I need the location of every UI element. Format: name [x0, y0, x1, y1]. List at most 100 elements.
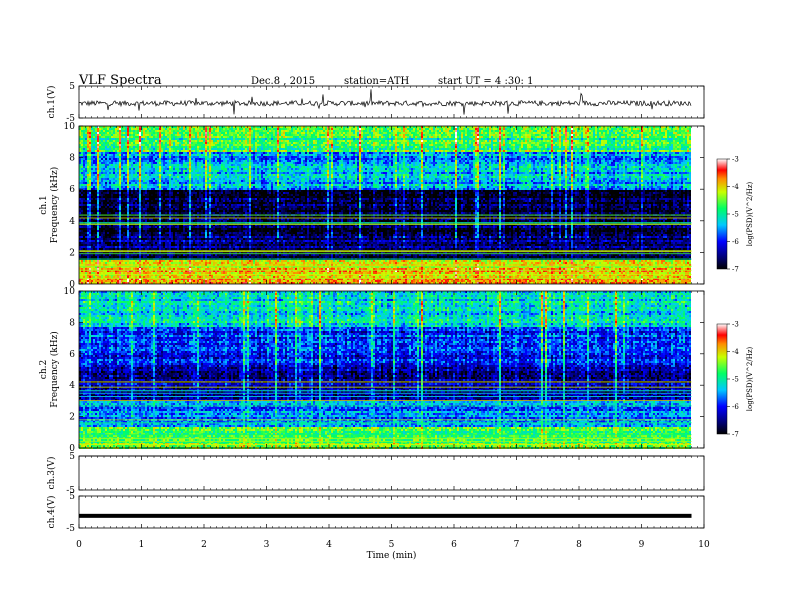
spectrogram-cell — [271, 130, 273, 132]
spectrogram-cell — [683, 128, 685, 130]
spectrogram-cell — [173, 130, 175, 132]
spectrogram-cell — [383, 128, 385, 130]
spectrogram-cell — [93, 128, 95, 130]
spectrogram-cell — [119, 128, 121, 130]
spectrogram-cell — [639, 128, 641, 130]
spectrogram-cell — [245, 130, 247, 132]
spectrogram-cell — [215, 128, 217, 130]
spectrogram-cell — [559, 128, 561, 130]
spectrogram-cell — [405, 130, 407, 132]
spectrogram-cell — [361, 130, 363, 132]
spectrogram-cell — [363, 130, 365, 132]
spectrogram-cell — [219, 130, 221, 132]
spectrogram-cell — [425, 130, 427, 132]
spectrogram-cell — [201, 130, 203, 132]
spectrogram-cell — [633, 128, 635, 130]
spectrogram-cell — [475, 130, 477, 132]
spectrogram-cell — [369, 130, 371, 132]
spectrogram-cell — [329, 130, 331, 132]
spectrogram-cell — [283, 130, 285, 132]
spectrogram-cell — [459, 128, 461, 130]
spectrogram-cell — [229, 130, 231, 132]
spectrogram-cell — [167, 130, 169, 132]
spectrogram-cell — [443, 130, 445, 132]
spectrogram-cell — [475, 128, 477, 130]
spectrogram-cell — [519, 130, 521, 132]
spectrogram-cell — [195, 128, 197, 130]
spectrogram-cell — [397, 130, 399, 132]
spectrogram-cell — [661, 128, 663, 130]
spectrogram-cell — [547, 128, 549, 130]
spectrogram-cell — [327, 130, 329, 132]
spectrogram-cell — [479, 130, 481, 132]
spectrogram-cell — [129, 130, 131, 132]
spectrogram-cell — [343, 130, 345, 132]
spectrogram-cell — [385, 130, 387, 132]
spectrogram-cell — [89, 130, 91, 132]
spectrogram-cell — [99, 128, 101, 130]
spectrogram-cell — [339, 128, 341, 130]
spectrogram-cell — [625, 128, 627, 130]
spectrogram-cell — [529, 128, 531, 130]
spectrogram-cell — [95, 130, 97, 132]
spectrogram-cell — [83, 130, 85, 132]
spectrogram-cell — [543, 128, 545, 130]
spectrogram-cell — [435, 130, 437, 132]
spectrogram-cell — [427, 128, 429, 130]
spectrogram-cell — [447, 130, 449, 132]
spectrogram-cell — [91, 130, 93, 132]
spectrogram-cell — [423, 128, 425, 130]
spectrogram-cell — [303, 128, 305, 130]
spectrogram-cell — [565, 128, 567, 130]
spectrogram-cell — [387, 130, 389, 132]
spectrogram-cell — [523, 128, 525, 130]
spectrogram-cell — [539, 128, 541, 130]
spectrogram-cell — [545, 128, 547, 130]
spectrogram-cell — [527, 130, 529, 132]
spectrogram-cell — [387, 128, 389, 130]
spectrogram-cell — [247, 128, 249, 130]
spectrogram-cell — [521, 130, 523, 132]
vlf-figure: -3-4-5-6-7log(PSD)(V^2/Hz)-3-4-5-6-7log(… — [0, 0, 792, 612]
spectrogram-cell — [273, 128, 275, 130]
spectrogram-cell — [159, 128, 161, 130]
spectrogram-cell — [319, 128, 321, 130]
spectrogram-cell — [451, 128, 453, 130]
spectrogram-cell — [349, 130, 351, 132]
spectrogram-cell — [473, 130, 475, 132]
spectrogram-cell — [223, 128, 225, 130]
spectrogram-cell — [145, 130, 147, 132]
spectrogram-cell — [379, 128, 381, 130]
spectrogram-cell — [569, 128, 571, 130]
spectrogram-cell — [593, 128, 595, 130]
spectrogram-cell — [429, 130, 431, 132]
spectrogram-cell — [409, 130, 411, 132]
spectrogram-cell — [473, 128, 475, 130]
spectrogram-cell — [389, 128, 391, 130]
spectrogram-cell — [173, 128, 175, 130]
spectrogram-cell — [225, 128, 227, 130]
spectrogram-cell — [105, 128, 107, 130]
spectrogram-cell — [597, 128, 599, 130]
spectrogram-cell — [275, 128, 277, 130]
spectrogram-cell — [441, 130, 443, 132]
spectrogram-cell — [687, 128, 689, 130]
spectrogram-cell — [363, 128, 365, 130]
spectrogram-cell — [235, 130, 237, 132]
spectrogram-cell — [275, 130, 277, 132]
spectrogram-cell — [517, 130, 519, 132]
spectrogram-cell — [331, 130, 333, 132]
spectrogram-cell — [311, 130, 313, 132]
spectrogram-cell — [125, 128, 127, 130]
spectrogram-cell — [521, 128, 523, 130]
spectrogram-cell — [297, 130, 299, 132]
spectrogram-cell — [159, 130, 161, 132]
spectrogram-cell — [367, 128, 369, 130]
spectrogram-cell — [557, 128, 559, 130]
spectrogram-cell — [457, 130, 459, 132]
spectrogram-cell — [321, 130, 323, 132]
spectrogram-cell — [323, 130, 325, 132]
spectrogram-cell — [427, 130, 429, 132]
spectrogram-cell — [151, 128, 153, 130]
spectrogram-cell — [457, 128, 459, 130]
